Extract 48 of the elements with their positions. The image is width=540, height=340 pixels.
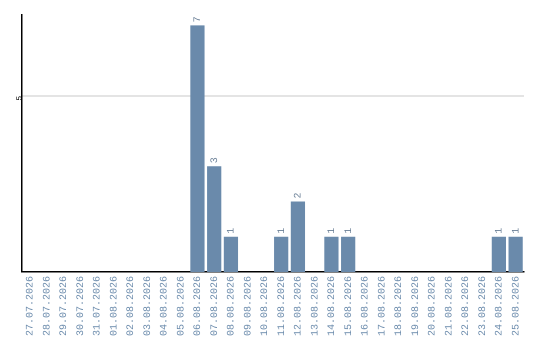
x-tick-label: 21.08.2026	[444, 276, 456, 336]
x-tick-label: 03.08.2026	[142, 276, 154, 336]
x-tick-label: 25.08.2026	[511, 276, 522, 336]
x-tick-label: 22.08.2026	[461, 276, 472, 336]
data-label: 1	[494, 228, 506, 234]
data-label: 1	[327, 228, 338, 234]
bar	[341, 236, 356, 272]
x-tick-label: 11.08.2026	[276, 276, 288, 336]
x-tick-label: 12.08.2026	[294, 276, 305, 336]
x-tick-label: 31.07.2026	[92, 276, 104, 336]
x-tick-label: 29.07.2026	[59, 276, 70, 336]
x-tick-label: 20.08.2026	[428, 276, 439, 336]
bar	[290, 202, 306, 272]
x-tick-label: 01.08.2026	[109, 276, 120, 336]
x-tick-label: 10.08.2026	[260, 276, 272, 336]
x-tick-label: 16.08.2026	[360, 276, 372, 336]
x-tick-label: 19.08.2026	[410, 276, 422, 336]
x-tick-label: 09.08.2026	[243, 276, 254, 336]
x-tick-label: 17.08.2026	[377, 276, 388, 336]
data-label: 3	[210, 157, 221, 164]
data-label: 7	[193, 16, 204, 22]
x-tick-label: 24.08.2026	[494, 276, 506, 336]
bar	[274, 236, 288, 272]
x-tick-label: 28.07.2026	[42, 276, 54, 336]
x-tick-label: 06.08.2026	[193, 276, 204, 336]
x-tick-label: 18.08.2026	[394, 276, 406, 336]
x-tick-label: 14.08.2026	[327, 276, 338, 336]
x-tick-label: 23.08.2026	[478, 276, 489, 336]
x-tick-label: 27.07.2026	[26, 276, 37, 336]
data-label: 2	[294, 192, 305, 199]
x-tick-label: 30.07.2026	[76, 276, 87, 336]
bar	[324, 236, 339, 272]
x-tick-label: 08.08.2026	[226, 276, 238, 336]
bar	[492, 236, 506, 272]
data-label: 1	[226, 228, 238, 234]
x-tick-label: 15.08.2026	[344, 276, 355, 336]
bar	[190, 25, 205, 272]
data-label: 1	[276, 228, 288, 234]
x-tick-label: 02.08.2026	[126, 276, 138, 336]
data-label: 1	[344, 228, 355, 234]
x-tick-label: 04.08.2026	[160, 276, 171, 336]
x-tick-label: 07.08.2026	[210, 276, 221, 336]
bar	[224, 236, 238, 272]
data-label: 1	[511, 228, 522, 234]
bar	[508, 236, 523, 272]
bar	[207, 166, 222, 272]
x-tick-label: 05.08.2026	[176, 276, 188, 336]
x-tick-label: 13.08.2026	[310, 276, 322, 336]
